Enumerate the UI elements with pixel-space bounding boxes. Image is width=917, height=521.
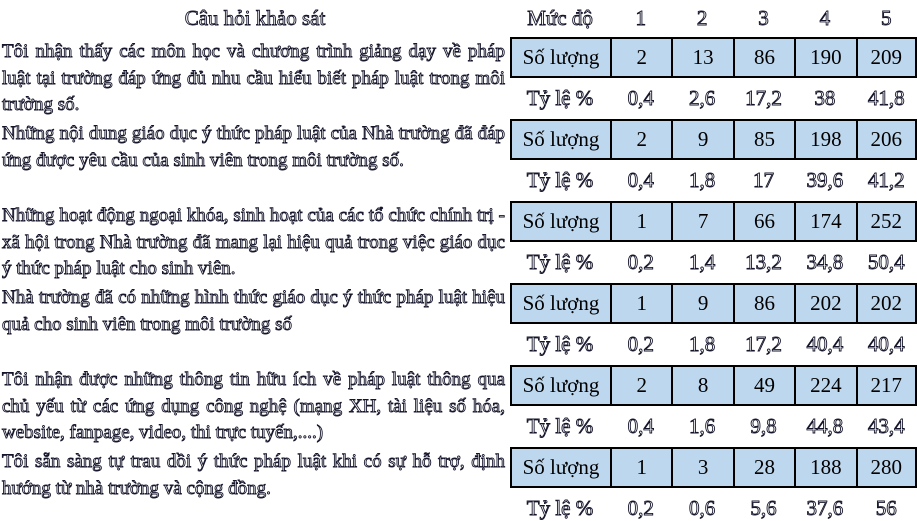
percent-value: 9,8 bbox=[750, 414, 777, 439]
percent-value: 2,6 bbox=[688, 86, 716, 111]
count-value: 190 bbox=[794, 37, 856, 78]
count-row-label: Số lượng bbox=[510, 37, 610, 78]
percent-value: 1,8 bbox=[688, 332, 716, 357]
percent-value: 5,6 bbox=[750, 496, 777, 521]
percent-row-label: Tỷ lệ % bbox=[526, 496, 594, 521]
header-level-5: 5 bbox=[881, 6, 892, 31]
percent-value: 43,4 bbox=[867, 414, 905, 439]
percent-value: 17,2 bbox=[745, 332, 783, 357]
count-value: 206 bbox=[855, 119, 917, 160]
percent-value: 17 bbox=[752, 168, 775, 193]
percent-value: 0,4 bbox=[627, 168, 654, 193]
count-value: 86 bbox=[732, 37, 795, 78]
percent-value: 50,4 bbox=[867, 250, 905, 275]
count-value: 9 bbox=[671, 119, 733, 160]
count-value: 198 bbox=[794, 119, 856, 160]
percent-value: 0,2 bbox=[627, 250, 654, 275]
header-level-4: 4 bbox=[819, 6, 831, 31]
percent-value: 17,2 bbox=[745, 86, 783, 111]
percent-row-label: Tỷ lệ % bbox=[526, 86, 594, 111]
count-value: 1 bbox=[610, 201, 672, 242]
percent-row-label: Tỷ lệ % bbox=[526, 168, 594, 193]
count-value: 202 bbox=[855, 283, 917, 324]
percent-row-label: Tỷ lệ % bbox=[526, 414, 594, 439]
count-value: 2 bbox=[610, 365, 672, 406]
percent-value: 44,8 bbox=[806, 414, 844, 439]
percent-value: 37,6 bbox=[806, 496, 844, 521]
question-text-2: Những nội dung giáo dục ý thức pháp luật… bbox=[2, 123, 506, 171]
count-value: 2 bbox=[610, 37, 672, 78]
count-value: 85 bbox=[732, 119, 795, 160]
count-value: 202 bbox=[794, 283, 856, 324]
header-level-1: 1 bbox=[635, 6, 646, 31]
percent-value: 40,4 bbox=[806, 332, 844, 357]
percent-value: 0,6 bbox=[688, 496, 716, 521]
count-value: 9 bbox=[671, 283, 733, 324]
header-level-2: 2 bbox=[696, 6, 708, 31]
header-level-column: Mức độ bbox=[527, 6, 594, 31]
count-value: 224 bbox=[794, 365, 856, 406]
count-value: 13 bbox=[671, 37, 733, 78]
percent-value: 0,4 bbox=[627, 86, 654, 111]
question-text-5: Tôi nhận được những thông tin hữu ích về… bbox=[2, 369, 506, 444]
count-row-label: Số lượng bbox=[510, 365, 610, 406]
count-value: 1 bbox=[610, 447, 672, 488]
count-value: 1 bbox=[610, 283, 672, 324]
count-value: 86 bbox=[732, 283, 795, 324]
percent-value: 1,6 bbox=[688, 414, 716, 439]
count-value: 2 bbox=[610, 119, 672, 160]
question-text-6: Tôi sẵn sàng tự trau dồi ý thức pháp luậ… bbox=[2, 451, 506, 499]
count-row-label: Số lượng bbox=[510, 447, 610, 488]
percent-value: 1,4 bbox=[688, 250, 716, 275]
percent-value: 38 bbox=[814, 86, 836, 111]
percent-value: 41,2 bbox=[867, 168, 905, 193]
header-question-column: Câu hỏi khảo sát bbox=[184, 6, 326, 31]
count-value: 252 bbox=[855, 201, 917, 242]
percent-value: 0,2 bbox=[627, 332, 654, 357]
percent-value: 40,4 bbox=[867, 332, 905, 357]
question-text-1: Tôi nhận thấy các môn học và chương trìn… bbox=[2, 41, 506, 116]
count-value: 174 bbox=[794, 201, 856, 242]
count-row-label: Số lượng bbox=[510, 201, 610, 242]
count-value: 49 bbox=[732, 365, 795, 406]
percent-row-label: Tỷ lệ % bbox=[526, 332, 594, 357]
percent-value: 0,4 bbox=[627, 414, 654, 439]
count-value: 217 bbox=[855, 365, 917, 406]
percent-value: 39,6 bbox=[806, 168, 844, 193]
percent-value: 34,8 bbox=[806, 250, 844, 275]
count-value: 3 bbox=[671, 447, 733, 488]
percent-value: 41,8 bbox=[867, 86, 905, 111]
count-row-label: Số lượng bbox=[510, 119, 610, 160]
question-text-4: Nhà trường đã có những hình thức giáo dụ… bbox=[2, 287, 506, 335]
header-level-3: 3 bbox=[758, 6, 769, 31]
percent-value: 1,8 bbox=[688, 168, 716, 193]
count-value: 209 bbox=[855, 37, 917, 78]
count-value: 8 bbox=[671, 365, 733, 406]
count-value: 280 bbox=[855, 447, 917, 488]
percent-row-label: Tỷ lệ % bbox=[526, 250, 594, 275]
count-value: 188 bbox=[794, 447, 856, 488]
count-value: 28 bbox=[732, 447, 795, 488]
count-row-label: Số lượng bbox=[510, 283, 610, 324]
percent-value: 0,2 bbox=[627, 496, 654, 521]
count-value: 7 bbox=[671, 201, 733, 242]
question-text-3: Những hoạt động ngoại khóa, sinh hoạt củ… bbox=[2, 205, 506, 280]
percent-value: 13,2 bbox=[745, 250, 783, 275]
count-value: 66 bbox=[732, 201, 795, 242]
percent-value: 56 bbox=[875, 496, 897, 521]
